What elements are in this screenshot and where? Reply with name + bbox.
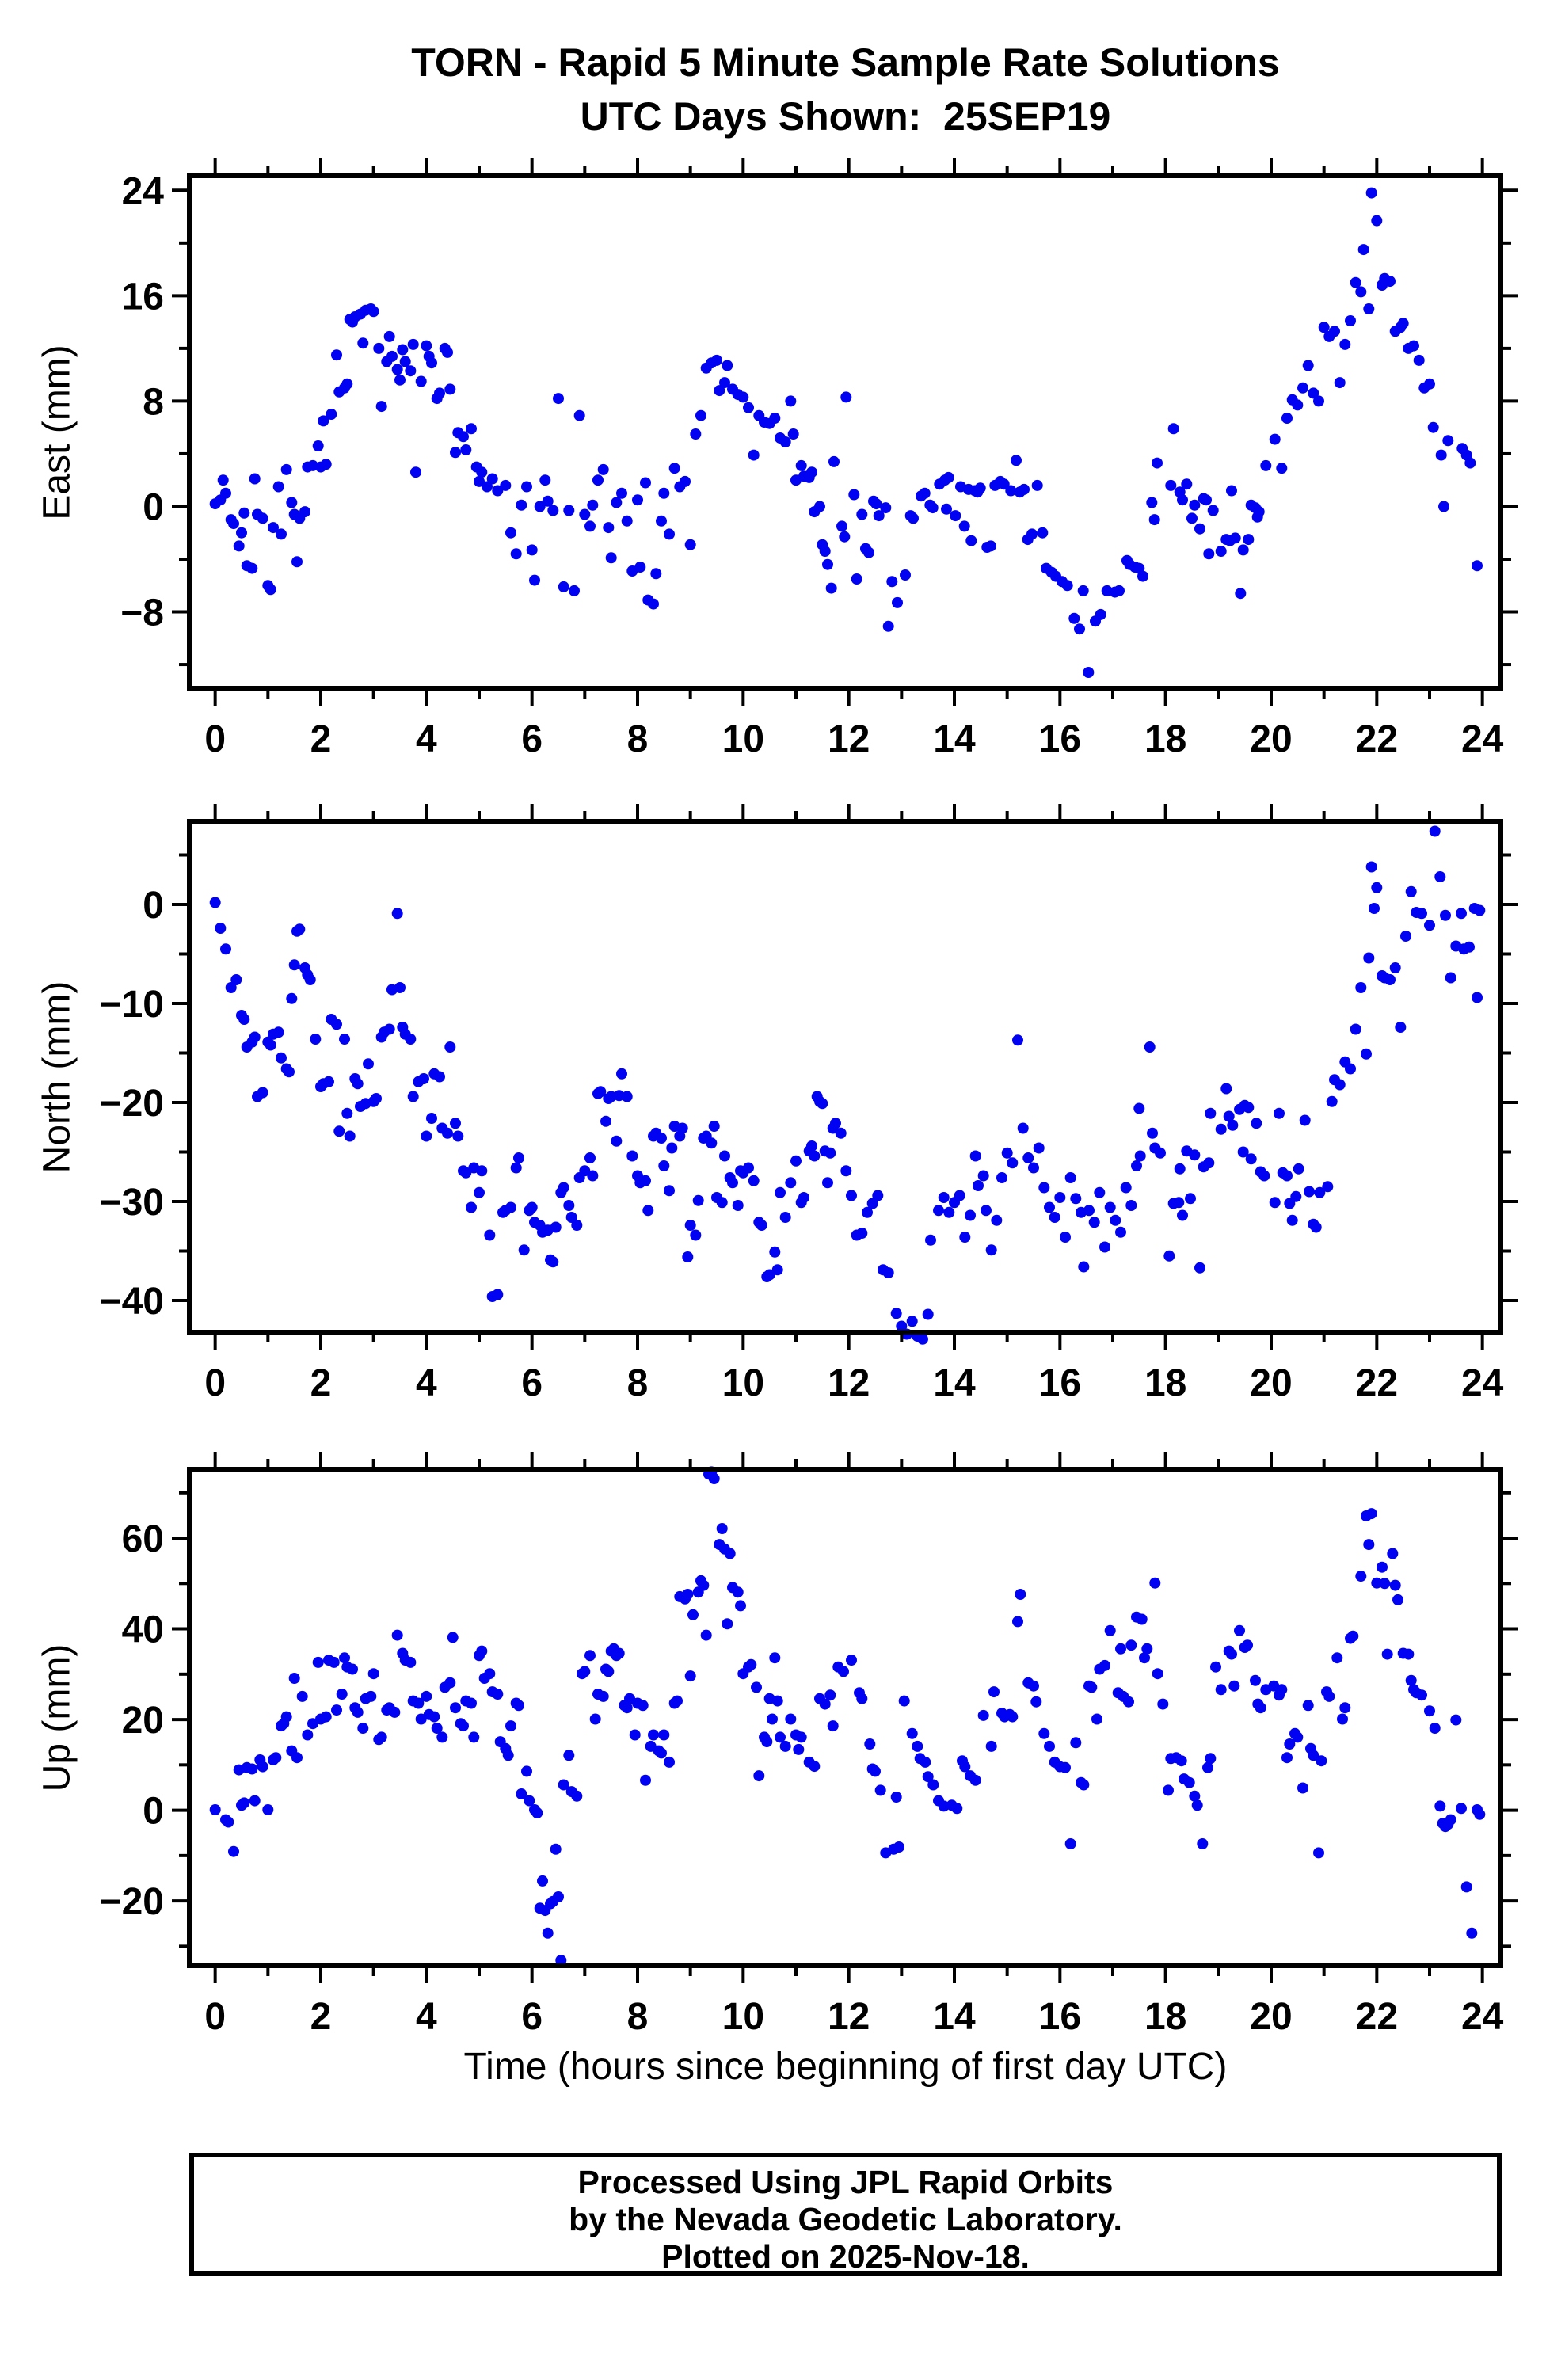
footer-line-2: by the Nevada Geodetic Laboratory.: [569, 2201, 1122, 2237]
svg-text:20: 20: [1250, 718, 1292, 760]
svg-text:12: 12: [828, 1362, 870, 1404]
svg-text:12: 12: [828, 1996, 870, 2038]
up-frame: [187, 1467, 1503, 1968]
svg-text:0: 0: [204, 1996, 226, 2038]
svg-text:10: 10: [722, 718, 764, 760]
svg-text:24: 24: [122, 170, 165, 212]
svg-text:2: 2: [310, 1996, 332, 2038]
svg-text:−30: −30: [100, 1182, 164, 1224]
svg-text:0: 0: [143, 885, 164, 927]
svg-text:22: 22: [1356, 1362, 1398, 1404]
up-ticks: [172, 1452, 1518, 1983]
svg-text:0: 0: [204, 1362, 226, 1404]
svg-text:−20: −20: [100, 1083, 164, 1125]
svg-text:10: 10: [722, 1996, 764, 2038]
svg-text:22: 22: [1356, 718, 1398, 760]
svg-text:40: 40: [122, 1609, 164, 1651]
svg-text:−40: −40: [100, 1281, 164, 1323]
east-points: [209, 187, 1483, 678]
svg-text:20: 20: [122, 1700, 164, 1742]
svg-text:14: 14: [933, 718, 976, 760]
footer-line-3: Plotted on 2025-Nov-18.: [661, 2238, 1030, 2275]
svg-text:22: 22: [1356, 1996, 1398, 2038]
svg-text:−10: −10: [100, 984, 164, 1026]
svg-text:16: 16: [1039, 718, 1081, 760]
svg-text:18: 18: [1144, 1362, 1186, 1404]
svg-text:14: 14: [933, 1362, 976, 1404]
footer-box: Processed Using JPL Rapid Orbits by the …: [189, 2153, 1502, 2276]
north-ticks: [172, 804, 1518, 1350]
up-points: [209, 1466, 1486, 1967]
svg-text:4: 4: [416, 1996, 437, 2038]
svg-text:18: 18: [1144, 718, 1186, 760]
svg-text:24: 24: [1461, 1996, 1504, 2038]
svg-text:0: 0: [143, 1791, 164, 1833]
svg-text:10: 10: [722, 1362, 764, 1404]
svg-text:24: 24: [1461, 1362, 1504, 1404]
page-subtitle: UTC Days Shown: 25SEP19: [580, 94, 1111, 139]
x-axis-title: Time (hours since beginning of first day…: [463, 2046, 1228, 2088]
north-tick-labels: 0 2 4 6 8 10 12 14 16 18 20 22 24−40−30−20−100: [100, 885, 1504, 1404]
svg-text:20: 20: [1250, 1362, 1292, 1404]
east-ticks: [172, 158, 1518, 706]
svg-text:60: 60: [122, 1518, 164, 1560]
svg-text:2: 2: [310, 718, 332, 760]
svg-text:4: 4: [416, 1362, 437, 1404]
svg-text:24: 24: [1461, 718, 1504, 760]
svg-text:16: 16: [1039, 1362, 1081, 1404]
svg-text:6: 6: [521, 1996, 543, 2038]
north-points: [209, 825, 1486, 1345]
svg-text:8: 8: [627, 718, 649, 760]
north-frame: [187, 819, 1503, 1335]
east-frame: [187, 173, 1503, 691]
svg-text:18: 18: [1144, 1996, 1186, 2038]
svg-text:4: 4: [416, 718, 437, 760]
svg-text:6: 6: [521, 1362, 543, 1404]
svg-text:12: 12: [828, 718, 870, 760]
page-title: TORN - Rapid 5 Minute Sample Rate Soluti…: [411, 40, 1280, 85]
svg-text:16: 16: [1039, 1996, 1081, 2038]
svg-text:16: 16: [122, 276, 164, 318]
svg-text:8: 8: [143, 381, 164, 423]
north-panel: 0 2 4 6 8 10 12 14 16 18 20 22 24−40−30−20−100: [100, 804, 1518, 1404]
svg-text:2: 2: [310, 1362, 332, 1404]
svg-text:6: 6: [521, 718, 543, 760]
svg-text:20: 20: [1250, 1996, 1292, 2038]
svg-text:8: 8: [627, 1996, 649, 2038]
svg-text:14: 14: [933, 1996, 976, 2038]
footer-line-1: Processed Using JPL Rapid Orbits: [577, 2164, 1114, 2200]
svg-text:8: 8: [627, 1362, 649, 1404]
svg-text:0: 0: [143, 486, 164, 528]
svg-text:−8: −8: [120, 592, 164, 634]
svg-text:0: 0: [204, 718, 226, 760]
svg-text:−20: −20: [100, 1881, 164, 1923]
